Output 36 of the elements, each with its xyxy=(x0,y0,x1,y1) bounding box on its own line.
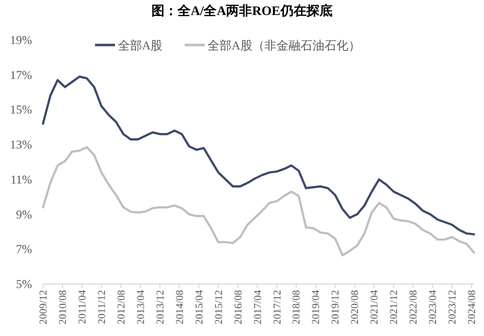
x-tick-label: 2014/08 xyxy=(174,290,186,324)
chart-title: 图：全A/全A两非ROE仍在探底 xyxy=(152,3,332,18)
legend-label: 全部A股（非金融石油石化） xyxy=(208,38,360,52)
y-tick-label: 9% xyxy=(16,207,32,222)
x-tick-label: 2011/04 xyxy=(77,289,88,324)
x-tick-label: 2021/04 xyxy=(370,289,381,324)
x-tick-label: 2011/12 xyxy=(96,290,108,324)
x-tick-label: 2010/08 xyxy=(58,290,69,324)
x-tick-label: 2018/08 xyxy=(292,290,303,324)
legend-label: 全部A股 xyxy=(118,38,163,52)
y-tick-label: 13% xyxy=(10,138,32,152)
line-series xyxy=(42,146,476,256)
x-tick-label: 2023/04 xyxy=(428,289,440,324)
x-tick-label: 2015/12 xyxy=(214,290,225,324)
x-tick-label: 2024/08 xyxy=(467,290,478,324)
x-tick-label: 2023/12 xyxy=(448,290,459,324)
x-tick-label: 2015/04 xyxy=(194,289,206,324)
x-tick-label: 2019/04 xyxy=(311,289,322,324)
x-tick-label: 2017/04 xyxy=(252,289,264,324)
x-tick-label: 2016/08 xyxy=(233,290,244,324)
y-tick-label: 17% xyxy=(10,68,32,82)
y-tick-label: 7% xyxy=(16,242,32,256)
x-tick-label: 2012/08 xyxy=(116,290,128,324)
y-tick-label: 11% xyxy=(10,172,32,186)
y-tick-label: 19% xyxy=(10,33,32,47)
x-tick-label: 2013/04 xyxy=(136,289,147,324)
x-tick-label: 2017/12 xyxy=(272,290,284,324)
x-tick-label: 2022/08 xyxy=(408,290,420,324)
line-series xyxy=(42,76,476,236)
x-tick-label: 2019/12 xyxy=(330,290,342,324)
y-tick-label: 15% xyxy=(10,102,32,117)
y-tick-label: 5% xyxy=(16,277,32,291)
x-tick-label: 2009/12 xyxy=(38,290,50,324)
x-tick-label: 2021/12 xyxy=(389,290,400,324)
x-tick-label: 2013/12 xyxy=(155,290,166,324)
x-tick-label: 2020/08 xyxy=(350,290,362,324)
